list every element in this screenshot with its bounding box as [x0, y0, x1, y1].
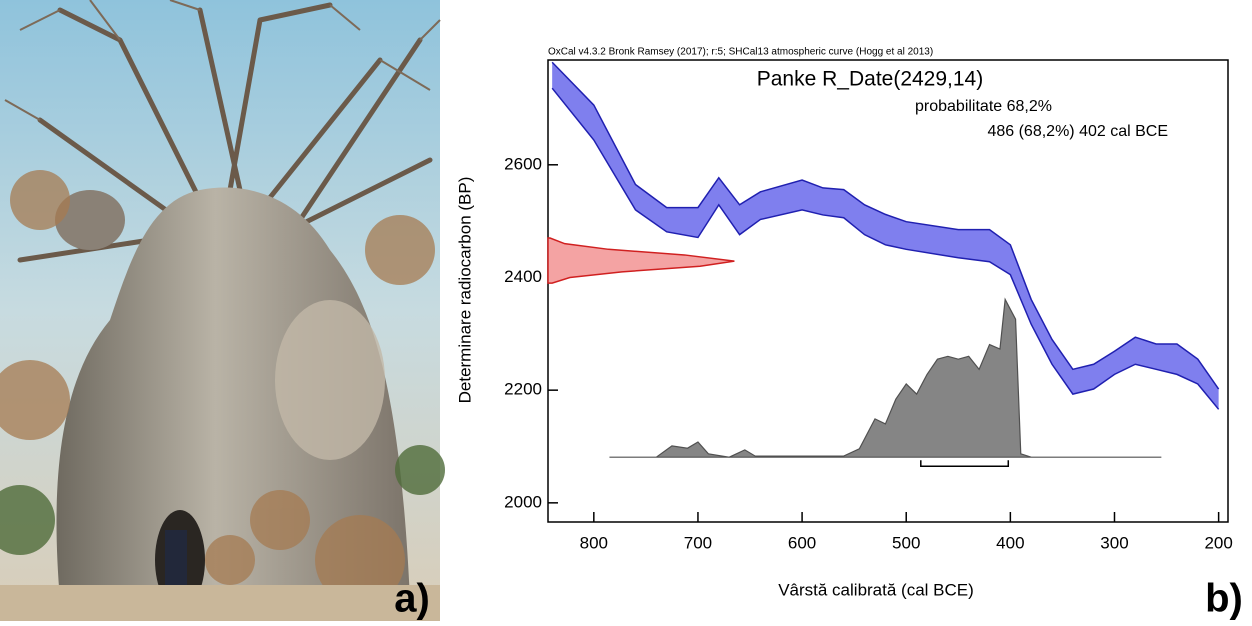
panel-label: b): [1205, 577, 1243, 621]
chart-header: OxCal v4.3.2 Bronk Ramsey (2017); r:5; S…: [548, 47, 933, 58]
annotation: 486 (68,2%) 402 cal BCE: [987, 123, 1168, 140]
y-tick-label: 2000: [504, 492, 542, 511]
x-tick-label: 600: [788, 533, 816, 552]
x-tick-label: 400: [996, 533, 1024, 552]
x-tick-label: 200: [1204, 533, 1232, 552]
y-tick-label: 2400: [504, 267, 542, 286]
x-tick-label: 500: [892, 533, 920, 552]
chart-title: Panke R_Date(2429,14): [757, 68, 983, 91]
photo: [0, 0, 445, 621]
annotation: probabilitate 68,2%: [915, 98, 1052, 115]
y-tick-label: 2600: [504, 154, 542, 173]
panel-label: a): [394, 577, 430, 621]
x-tick-label: 800: [580, 533, 608, 552]
y-tick-label: 2200: [504, 380, 542, 399]
x-tick-label: 300: [1100, 533, 1128, 552]
y-axis-label: Determinare radiocarbon (BP): [455, 177, 474, 404]
x-tick-label: 700: [684, 533, 712, 552]
figure: a) b) OxCal v4.3.2 Bronk Ramsey (2017); …: [0, 0, 1252, 621]
x-axis-label: Vârstă calibrată (cal BCE): [778, 580, 974, 599]
